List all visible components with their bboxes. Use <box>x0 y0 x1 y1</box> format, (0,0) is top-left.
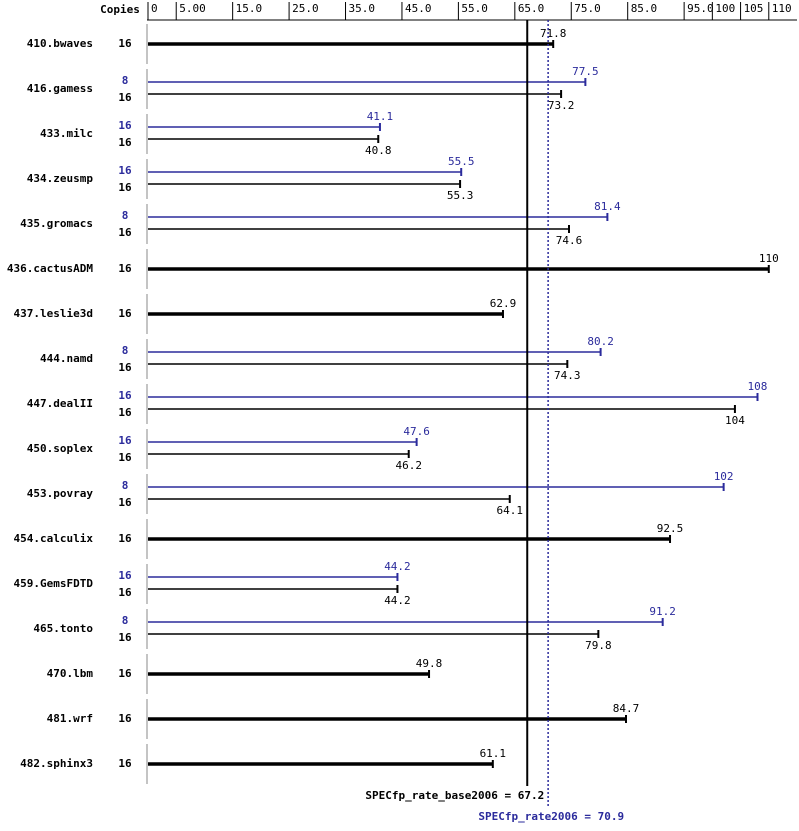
base-reference-label: SPECfp_rate_base2006 = 67.2 <box>365 789 544 802</box>
x-tick-label: 85.0 <box>631 2 658 15</box>
base-copies: 16 <box>118 712 132 725</box>
benchmark-name: 459.GemsFDTD <box>14 577 94 590</box>
base-copies: 16 <box>118 136 132 149</box>
value-label: 84.7 <box>613 702 640 715</box>
x-tick-label: 5.00 <box>179 2 206 15</box>
benchmark-name: 444.namd <box>40 352 93 365</box>
value-label: 102 <box>714 470 734 483</box>
value-label: 41.1 <box>367 110 394 123</box>
value-label: 77.5 <box>572 65 599 78</box>
benchmark-name: 450.soplex <box>27 442 94 455</box>
value-label: 81.4 <box>594 200 621 213</box>
benchmark-name: 435.gromacs <box>20 217 93 230</box>
base-copies: 16 <box>118 667 132 680</box>
value-label: 73.2 <box>548 99 575 112</box>
x-tick-label: 105 <box>744 2 764 15</box>
value-label: 110 <box>759 252 779 265</box>
peak-copies: 16 <box>118 569 132 582</box>
value-label: 71.8 <box>540 27 567 40</box>
benchmark-name: 482.sphinx3 <box>20 757 93 770</box>
value-label: 62.9 <box>490 297 517 310</box>
peak-copies: 8 <box>122 74 129 87</box>
x-tick-label: 45.0 <box>405 2 432 15</box>
peak-copies: 16 <box>118 389 132 402</box>
base-copies: 16 <box>118 262 132 275</box>
value-label: 104 <box>725 414 745 427</box>
peak-reference-label: SPECfp_rate2006 = 70.9 <box>478 810 624 823</box>
benchmark-name: 454.calculix <box>14 532 94 545</box>
base-copies: 16 <box>118 37 132 50</box>
peak-copies: 8 <box>122 614 129 627</box>
x-tick-label: 25.0 <box>292 2 319 15</box>
value-label: 64.1 <box>496 504 523 517</box>
base-copies: 16 <box>118 226 132 239</box>
benchmark-name: 433.milc <box>40 127 93 140</box>
value-label: 44.2 <box>384 560 411 573</box>
benchmark-name: 436.cactusADM <box>7 262 93 275</box>
peak-copies: 16 <box>118 119 132 132</box>
base-copies: 16 <box>118 307 132 320</box>
base-copies: 16 <box>118 451 132 464</box>
value-label: 61.1 <box>480 747 507 760</box>
value-label: 79.8 <box>585 639 612 652</box>
base-copies: 16 <box>118 406 132 419</box>
x-tick-label: 0 <box>151 2 158 15</box>
peak-copies: 8 <box>122 479 129 492</box>
value-label: 46.2 <box>395 459 422 472</box>
x-tick-label: 35.0 <box>349 2 376 15</box>
peak-copies: 16 <box>118 164 132 177</box>
copies-header: Copies <box>100 3 140 16</box>
benchmark-name: 437.leslie3d <box>14 307 93 320</box>
x-tick-label: 65.0 <box>518 2 545 15</box>
benchmark-name: 434.zeusmp <box>27 172 94 185</box>
benchmark-name: 447.dealII <box>27 397 93 410</box>
x-tick-label: 15.0 <box>236 2 262 15</box>
value-label: 91.2 <box>649 605 676 618</box>
base-copies: 16 <box>118 181 132 194</box>
base-copies: 16 <box>118 532 132 545</box>
benchmark-name: 465.tonto <box>33 622 93 635</box>
benchmark-name: 481.wrf <box>47 712 93 725</box>
peak-copies: 8 <box>122 344 129 357</box>
x-tick-label: 55.0 <box>461 2 488 15</box>
benchmark-name: 470.lbm <box>47 667 94 680</box>
benchmark-name: 416.gamess <box>27 82 93 95</box>
base-copies: 16 <box>118 586 132 599</box>
value-label: 44.2 <box>384 594 411 607</box>
value-label: 80.2 <box>587 335 614 348</box>
value-label: 40.8 <box>365 144 392 157</box>
value-label: 74.3 <box>554 369 581 382</box>
x-tick-label: 75.0 <box>574 2 601 15</box>
value-label: 92.5 <box>657 522 684 535</box>
benchmark-name: 453.povray <box>27 487 94 500</box>
benchmark-name: 410.bwaves <box>27 37 93 50</box>
value-label: 55.5 <box>448 155 475 168</box>
peak-copies: 16 <box>118 434 132 447</box>
value-label: 108 <box>748 380 768 393</box>
peak-copies: 8 <box>122 209 129 222</box>
x-tick-label: 110 <box>772 2 792 15</box>
base-copies: 16 <box>118 496 132 509</box>
x-tick-label: 95.0 <box>687 2 714 15</box>
value-label: 74.6 <box>556 234 583 247</box>
base-copies: 16 <box>118 631 132 644</box>
value-label: 47.6 <box>403 425 430 438</box>
base-copies: 16 <box>118 91 132 104</box>
value-label: 55.3 <box>447 189 474 202</box>
x-tick-label: 100 <box>715 2 735 15</box>
base-copies: 16 <box>118 757 132 770</box>
value-label: 49.8 <box>416 657 443 670</box>
base-copies: 16 <box>118 361 132 374</box>
